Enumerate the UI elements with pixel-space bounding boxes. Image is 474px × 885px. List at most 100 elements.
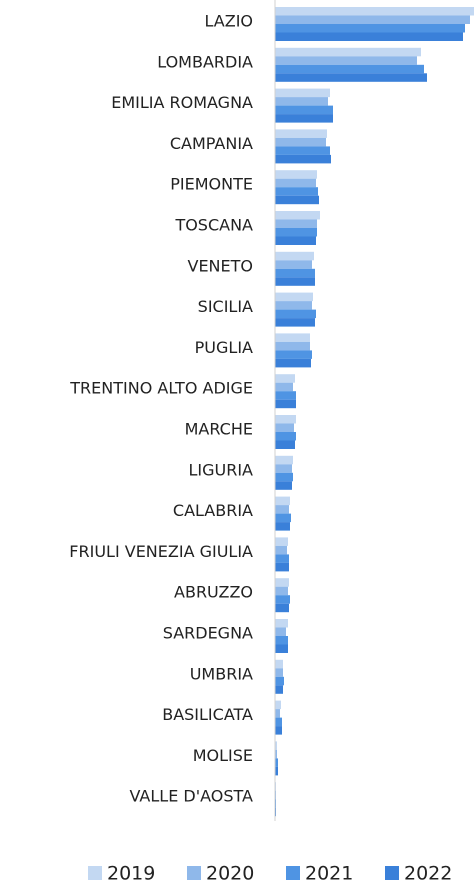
bar <box>275 562 289 572</box>
y-tick-label: BASILICATA <box>162 705 253 724</box>
bar <box>275 741 277 750</box>
bar <box>275 260 312 269</box>
bar <box>275 391 296 400</box>
bar <box>275 505 289 514</box>
bar <box>275 685 283 694</box>
bar <box>275 309 316 319</box>
bar <box>275 97 328 106</box>
bar <box>275 726 282 735</box>
bar <box>275 627 286 636</box>
bar <box>275 251 314 261</box>
legend-swatch <box>286 866 300 880</box>
legend-label: 2022 <box>404 863 452 885</box>
bar <box>275 64 424 74</box>
bar <box>275 545 287 555</box>
legend-swatch <box>385 866 399 880</box>
bar <box>275 277 315 286</box>
bar <box>275 717 282 727</box>
bar <box>275 187 318 196</box>
bar <box>275 228 317 237</box>
y-tick-label: PIEMONTE <box>170 175 253 194</box>
bar <box>275 32 463 41</box>
y-tick-label: UMBRIA <box>190 664 253 683</box>
legend-swatch <box>88 866 102 880</box>
bar <box>275 399 296 409</box>
y-tick-label: VALLE D'AOSTA <box>130 787 254 806</box>
bar <box>275 676 284 686</box>
bar <box>275 350 312 359</box>
y-tick-label: LIGURIA <box>188 460 253 479</box>
bar <box>275 292 313 302</box>
bar <box>275 301 312 310</box>
bar <box>275 358 311 368</box>
bar <box>275 105 333 115</box>
bar <box>275 73 427 82</box>
bar <box>275 268 315 278</box>
bar <box>275 554 289 563</box>
y-tick-label: MOLISE <box>193 746 253 765</box>
y-tick-label: CAMPANIA <box>170 134 253 153</box>
bar <box>275 129 327 138</box>
bar <box>275 513 291 523</box>
bar <box>275 709 280 718</box>
y-tick-label: MARCHE <box>185 420 253 439</box>
bar <box>275 88 330 98</box>
bar <box>275 522 290 531</box>
bar <box>275 578 289 587</box>
bar <box>275 423 294 432</box>
bar <box>275 178 316 188</box>
legend-label: 2019 <box>107 863 155 885</box>
legend-label: 2020 <box>206 863 254 885</box>
bar <box>275 432 296 441</box>
y-tick-label: TOSCANA <box>174 216 253 235</box>
bar <box>275 668 283 677</box>
bar <box>275 496 290 506</box>
bar <box>275 195 319 205</box>
bar <box>275 644 288 653</box>
bar <box>275 636 288 645</box>
bar <box>275 333 310 342</box>
bar <box>275 114 333 123</box>
y-tick-label: CALABRIA <box>173 501 253 520</box>
bar <box>275 146 330 155</box>
bar <box>275 766 278 776</box>
y-tick-label: SICILIA <box>198 297 253 316</box>
bar <box>275 603 289 613</box>
bar <box>275 758 278 767</box>
bar <box>275 154 331 164</box>
legend-swatch <box>187 866 201 880</box>
bar <box>275 537 288 546</box>
bar <box>275 659 283 669</box>
y-tick-label: EMILIA ROMAGNA <box>111 93 253 112</box>
bar <box>275 170 317 179</box>
bar <box>275 236 316 245</box>
y-tick-label: ABRUZZO <box>174 583 253 602</box>
y-tick-label: FRIULI VENEZIA GIULIA <box>69 542 253 561</box>
y-tick-label: TRENTINO ALTO ADIGE <box>69 379 253 398</box>
bar <box>275 137 326 147</box>
bar <box>275 219 317 228</box>
bar <box>275 464 292 473</box>
legend-label: 2021 <box>305 863 353 885</box>
bar <box>275 595 290 604</box>
bar <box>275 318 315 327</box>
bar <box>275 382 293 392</box>
bar <box>275 24 465 33</box>
bar <box>275 700 281 710</box>
y-tick-label: LOMBARDIA <box>157 52 253 71</box>
bar <box>275 415 296 424</box>
y-tick-label: PUGLIA <box>195 338 253 357</box>
bar <box>275 440 295 449</box>
y-tick-label: VENETO <box>188 256 254 275</box>
bar <box>275 472 293 482</box>
y-tick-label: SARDEGNA <box>163 624 253 643</box>
bar <box>275 47 421 57</box>
bar <box>275 481 292 490</box>
bar <box>275 56 417 65</box>
bar <box>275 7 474 16</box>
bar <box>275 455 293 465</box>
bar <box>275 15 470 24</box>
bar <box>275 374 295 383</box>
bar <box>275 586 288 596</box>
